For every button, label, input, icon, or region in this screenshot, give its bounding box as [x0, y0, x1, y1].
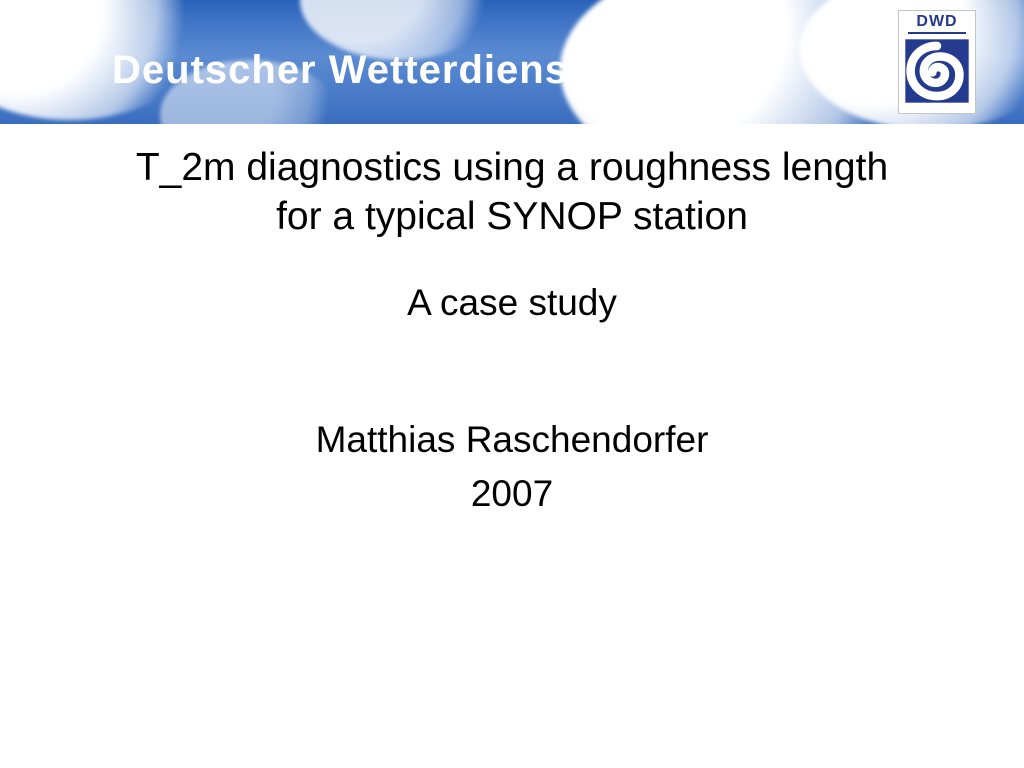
org-name: Deutscher Wetterdienst — [112, 48, 582, 93]
slide-year: 2007 — [0, 473, 1024, 515]
header-banner: Deutscher Wetterdienst DWD — [0, 0, 1024, 124]
slide-body: T_2m diagnostics using a roughness lengt… — [0, 144, 1024, 515]
swirl-icon — [904, 38, 970, 104]
dwd-logo-text: DWD — [899, 13, 975, 31]
slide-title: T_2m diagnostics using a roughness lengt… — [0, 144, 1024, 242]
dwd-logo-underline — [908, 32, 966, 34]
dwd-logo: DWD — [898, 10, 976, 114]
slide-subtitle: A case study — [0, 282, 1024, 324]
slide-author: Matthias Raschendorfer — [0, 419, 1024, 461]
